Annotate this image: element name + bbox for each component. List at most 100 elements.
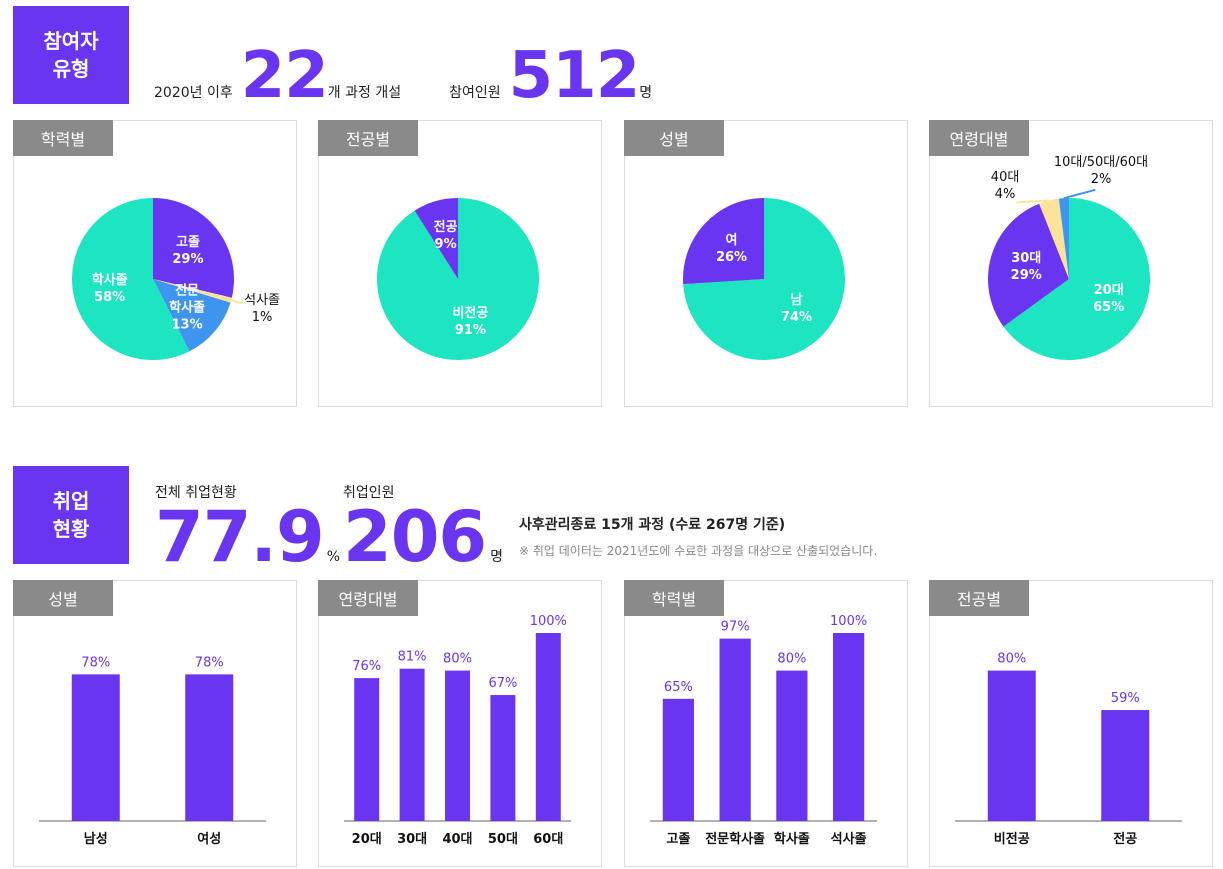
pie-slice [1058,198,1069,279]
slice-name: 석사졸 [244,292,281,308]
x-tick-label: 50대 [488,832,518,847]
text: 참여인원 [449,85,501,101]
pie-label: 비전공 91% [452,305,488,339]
value-label: 59% [1111,691,1140,706]
text: 2020년 이후 [154,85,233,101]
note: ※ 취업 데이터는 2021년도에 수료한 과정을 대상으로 산출되었습니다. [519,544,878,558]
text: 명 [490,549,504,565]
slice-name: 10대/50대/60대 [1053,154,1149,170]
value-label: 78% [81,655,110,670]
slice-value: 58% [94,290,126,306]
big-number: 22 [240,39,329,113]
panel-tab: 성별 [13,580,113,616]
slice-name: 학사졸 [91,273,128,289]
x-tick-label: 전공 [1113,831,1137,847]
value-label: 76% [352,659,381,674]
text: 취업인원 [343,485,395,501]
bar [445,670,470,821]
bar [490,695,516,821]
rate-block: 전체 취업현황 77.9 % [155,482,340,572]
bar [71,674,120,821]
x-tick-label: 학사졸 [774,831,810,847]
participation-summary: 2020년 이후 22 개 과정 개설 참여인원 512 명 [154,44,652,108]
bar [185,674,234,821]
x-tick-label: 고졸 [666,832,690,847]
big-number: 206 [343,496,487,578]
slice-value: 4% [994,186,1016,202]
section-badge: 취업 현황 [13,466,129,564]
section-badge: 참여자 유형 [13,6,129,104]
pie-label: 석사졸 1% [244,292,280,326]
bar [399,668,425,821]
panel [929,580,1213,867]
slice-value: 9% [434,237,457,253]
slice-name: 20대 [1093,283,1124,299]
value-label: 97% [721,620,750,635]
slice-value: 65% [1093,300,1125,316]
text: % [326,549,341,565]
pie-label: 학사졸 58% [92,272,128,306]
big-number: 77.9 [155,496,325,578]
bar [833,633,865,821]
pie-slice [683,198,845,360]
value-label: 100% [530,614,567,629]
slice-name: 40대 [990,169,1020,185]
pie-slice [414,198,458,279]
value-label: 80% [777,652,806,667]
panel-tab: 학력별 [624,580,724,616]
slice-value: 13% [171,317,203,333]
pie-label: 20대 65% [1093,282,1124,316]
pie-slice [987,203,1069,327]
text: 전체 취업현황 [155,485,237,501]
slice-value: 1% [251,309,273,325]
pie-slice [1039,198,1069,279]
text: 개 과정 개설 [327,85,402,101]
pie-label: 전공 9% [434,219,458,253]
panel-tab: 성별 [624,120,724,156]
employed-block: 취업인원 206 명 [343,482,503,572]
slice-value: 91% [454,322,486,338]
x-tick-label: 60대 [533,832,563,847]
slice-name: 전공 [433,220,458,236]
pie-label: 여 26% [716,232,747,266]
slice-name: 남 [790,293,803,309]
pie-slice [683,197,764,285]
x-tick-label: 40대 [442,832,472,847]
panel [13,580,297,867]
slice-name: 여 [725,232,738,248]
x-tick-label: 석사졸 [831,831,867,847]
slice-name: 비전공 [452,305,489,321]
slice-value: 74% [780,310,813,326]
value-label: 78% [195,655,224,670]
bar [535,633,561,821]
slice-value: 29% [1010,267,1042,283]
x-tick-label: 비전공 [994,831,1030,847]
x-tick-label: 남성 [84,831,108,847]
bar [776,670,808,821]
leader-line [1016,199,1049,204]
pie-slice [1003,198,1150,361]
slice-name: 고졸 [175,235,200,251]
slice-value: 26% [715,249,748,265]
slice-name: 30대 [1011,250,1042,266]
pie-label: 남 74% [781,292,812,326]
pie-slice [153,279,232,303]
x-tick-label: 30대 [397,832,427,847]
pie-slice [72,198,190,361]
summary: 사후관리종료 15개 과정 (수료 267명 기준) [519,517,786,533]
value-label: 67% [488,676,517,691]
pie-label: 10대/50대/60대 2% [1054,154,1148,188]
pie-label: 고졸 29% [172,234,203,268]
slice-name: 전문 학사졸 [169,283,206,316]
x-tick-label: 여성 [197,831,221,847]
leader-line [230,299,244,305]
pie-label: 30대 29% [1011,250,1042,284]
bar [1101,710,1150,821]
panel-tab: 연령대별 [929,120,1029,156]
bar [987,670,1036,821]
bar [719,638,751,821]
x-tick-label: 20대 [352,832,382,847]
value-label: 65% [664,680,693,695]
